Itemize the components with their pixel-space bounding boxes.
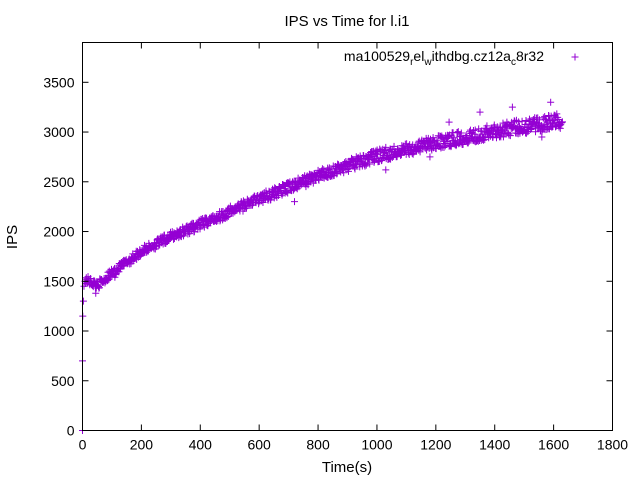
data-point	[429, 134, 437, 142]
x-axis-label: Time(s)	[322, 459, 372, 476]
data-point	[426, 153, 434, 161]
data-point	[496, 132, 504, 140]
x-tick-label: 1600	[538, 437, 569, 453]
x-tick-label: 1800	[597, 437, 628, 453]
legend-entry-label: ma100529relwithdbg.cz12ac8r32	[344, 48, 544, 68]
data-point	[111, 273, 119, 281]
data-point	[535, 116, 543, 124]
data-point	[291, 198, 298, 206]
data-point	[553, 110, 561, 118]
data-point	[333, 169, 341, 177]
y-tick-label: 3000	[43, 124, 74, 140]
y-tick-label: 500	[51, 373, 75, 389]
x-tick-label: 1400	[479, 437, 510, 453]
data-point	[318, 165, 326, 173]
data-point	[180, 232, 188, 240]
y-tick-label: 1500	[43, 273, 74, 289]
data-point	[454, 128, 462, 136]
data-point	[405, 142, 413, 150]
y-tick-label: 2000	[43, 224, 74, 240]
y-axis-ticks: 0 500 1000 1500 2000 2500 3000 3500	[43, 74, 613, 439]
data-point	[382, 166, 390, 174]
data-point	[505, 131, 513, 139]
data-point	[547, 112, 555, 120]
data-point	[538, 133, 546, 141]
data-point	[457, 129, 465, 137]
x-tick-label: 1000	[361, 437, 392, 453]
y-tick-label: 0	[67, 423, 75, 439]
data-point	[369, 155, 377, 163]
data-point	[508, 103, 516, 111]
x-tick-label: 800	[306, 437, 330, 453]
data-point	[542, 117, 550, 125]
data-point	[483, 122, 491, 130]
data-point	[382, 143, 390, 151]
legend-marker-plus	[571, 53, 579, 61]
data-point	[325, 164, 333, 172]
x-tick-label: 400	[189, 437, 213, 453]
data-point	[340, 169, 348, 177]
data-point	[159, 233, 167, 241]
data-point	[532, 128, 540, 136]
data-point	[95, 284, 103, 292]
x-tick-label: 0	[79, 437, 87, 453]
legend: ma100529relwithdbg.cz12ac8r32	[344, 48, 579, 68]
data-point	[388, 154, 396, 162]
data-point	[366, 160, 374, 168]
legend-entry-marker	[571, 53, 579, 61]
data-point	[362, 161, 370, 169]
plot-border	[82, 42, 613, 431]
x-tick-label: 1200	[420, 437, 451, 453]
data-point	[79, 297, 87, 305]
data-point	[282, 187, 290, 195]
data-point	[476, 108, 484, 116]
x-axis-ticks: 0 200 400 600 800 1000 1200 1400 1600 1800	[79, 42, 628, 453]
y-tick-label: 3500	[43, 74, 74, 90]
data-points	[79, 98, 566, 434]
data-point	[471, 126, 479, 134]
data-point	[518, 117, 526, 125]
chart-title: IPS vs Time for l.i1	[284, 13, 409, 30]
data-point	[515, 118, 523, 126]
data-point	[223, 214, 231, 222]
data-point	[445, 118, 453, 126]
data-point	[511, 117, 519, 125]
x-tick-label: 600	[247, 437, 271, 453]
data-point	[408, 149, 416, 157]
data-point	[474, 137, 482, 145]
data-point	[315, 176, 323, 184]
data-point	[104, 277, 112, 285]
y-tick-label: 1000	[43, 323, 74, 339]
y-axis-label: IPS	[4, 225, 21, 249]
data-point	[450, 134, 458, 142]
data-point	[547, 98, 555, 106]
data-point	[506, 132, 514, 140]
data-point	[92, 289, 100, 297]
data-point	[522, 117, 530, 124]
y-tick-label: 2500	[43, 174, 74, 190]
data-point	[351, 165, 359, 173]
data-point	[558, 118, 566, 126]
x-tick-label: 200	[130, 437, 154, 453]
